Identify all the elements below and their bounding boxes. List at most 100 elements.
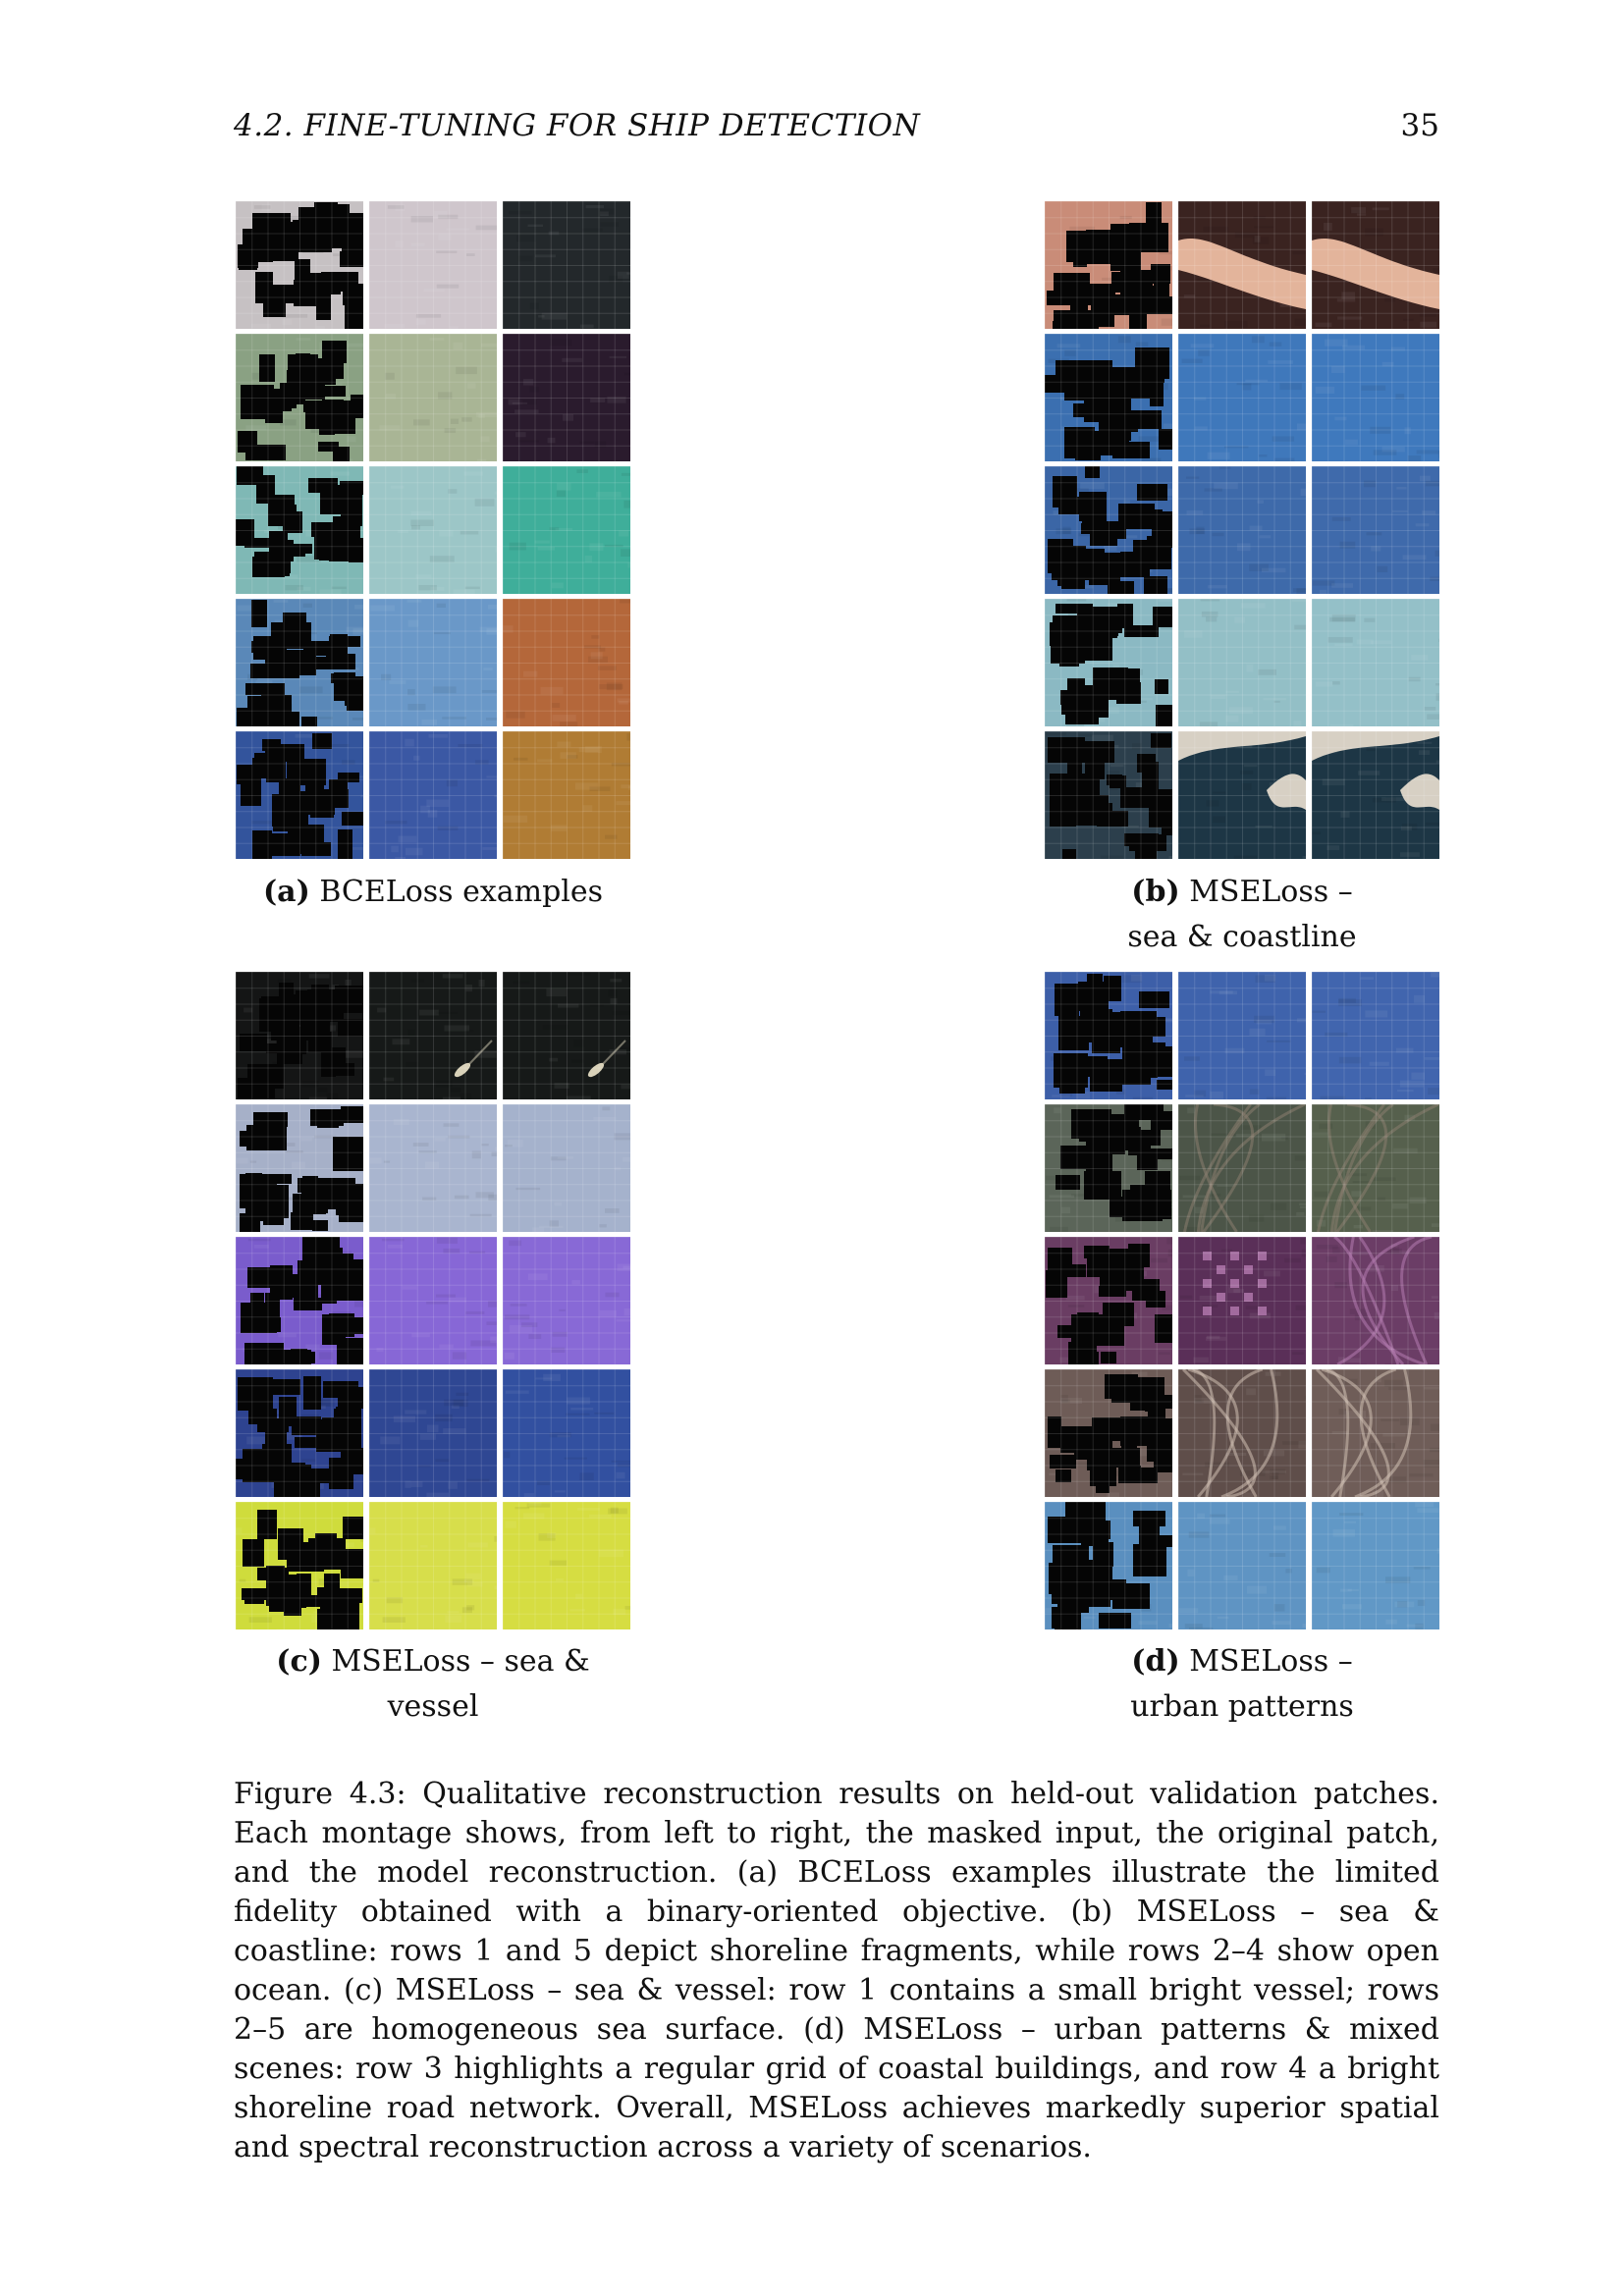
montage-row (1045, 1502, 1439, 1629)
montage-row (1045, 1237, 1439, 1364)
original-patch (1178, 731, 1306, 859)
running-header: 4.2. FINE-TUNING FOR SHIP DETECTION 35 (234, 108, 1439, 151)
montage-row (236, 201, 630, 329)
reconstruction-patch (1312, 731, 1439, 859)
subcaption-b-label: (b) (1131, 875, 1180, 909)
montage-row (236, 1237, 630, 1364)
figure-caption: Figure 4.3: Qualitative reconstruction r… (234, 1777, 1439, 2164)
montage-row (1045, 466, 1439, 594)
masked-input-patch (1045, 972, 1172, 1099)
original-patch (369, 201, 497, 329)
original-patch (369, 731, 497, 859)
subcaption-c-title: MSELoss – sea & vessel (331, 1644, 590, 1724)
masked-input-patch (1045, 731, 1172, 859)
masked-input-patch (236, 1369, 363, 1497)
original-patch (1178, 334, 1306, 461)
reconstruction-patch (1312, 1237, 1439, 1364)
masked-input-patch (1045, 334, 1172, 461)
montage-row (236, 599, 630, 726)
subcaption-d-label: (d) (1131, 1644, 1180, 1679)
masked-input-patch (236, 334, 363, 461)
subcaption-d: (d) MSELoss – urban patterns (1045, 1639, 1439, 1730)
montage-b (1045, 201, 1439, 864)
reconstruction-patch (1312, 466, 1439, 594)
masked-input-patch (1045, 599, 1172, 726)
page-number: 35 (1400, 108, 1439, 143)
subcaption-a: (a) BCELoss examples (236, 870, 630, 915)
montage-row (236, 334, 630, 461)
montage-row (236, 1369, 630, 1497)
masked-input-patch (236, 201, 363, 329)
original-patch (1178, 1502, 1306, 1629)
reconstruction-patch (1312, 334, 1439, 461)
subcaption-d-title: MSELoss – urban patterns (1130, 1644, 1354, 1724)
montage-row (1045, 1369, 1439, 1497)
original-patch (1178, 1237, 1306, 1364)
subcaption-c: (c) MSELoss – sea & vessel (236, 1639, 630, 1730)
masked-input-patch (1045, 201, 1172, 329)
reconstruction-patch (503, 201, 630, 329)
reconstruction-patch (503, 466, 630, 594)
montage-row (1045, 201, 1439, 329)
masked-input-patch (236, 1237, 363, 1364)
montage-row (1045, 334, 1439, 461)
reconstruction-patch (503, 1502, 630, 1629)
masked-input-patch (1045, 466, 1172, 594)
montage-row (1045, 599, 1439, 726)
reconstruction-patch (1312, 1502, 1439, 1629)
reconstruction-patch (503, 731, 630, 859)
montage-c (236, 972, 630, 1634)
masked-input-patch (236, 599, 363, 726)
masked-input-patch (236, 466, 363, 594)
masked-input-patch (1045, 1104, 1172, 1232)
reconstruction-patch (1312, 201, 1439, 329)
section-title: 4.2. FINE-TUNING FOR SHIP DETECTION (234, 108, 921, 143)
montage-d (1045, 972, 1439, 1634)
montage-row (236, 1502, 630, 1629)
original-patch (369, 972, 497, 1099)
original-patch (369, 466, 497, 594)
subcaption-a-label: (a) (262, 875, 310, 909)
original-patch (1178, 972, 1306, 1099)
reconstruction-patch (1312, 972, 1439, 1099)
subcaption-b-title: MSELoss – sea & coastline (1127, 875, 1357, 954)
montage-row (1045, 972, 1439, 1099)
original-patch (369, 1369, 497, 1497)
reconstruction-patch (503, 972, 630, 1099)
original-patch (369, 1237, 497, 1364)
masked-input-patch (1045, 1237, 1172, 1364)
original-patch (369, 1104, 497, 1232)
montage-row (236, 1104, 630, 1232)
montage-row (236, 731, 630, 859)
reconstruction-patch (1312, 1369, 1439, 1497)
masked-input-patch (236, 1104, 363, 1232)
masked-input-patch (1045, 1502, 1172, 1629)
montage-row (236, 972, 630, 1099)
subcaption-a-title: BCELoss examples (319, 875, 604, 909)
masked-input-patch (236, 1502, 363, 1629)
original-patch (1178, 1104, 1306, 1232)
reconstruction-patch (503, 1237, 630, 1364)
reconstruction-patch (503, 1104, 630, 1232)
reconstruction-patch (503, 599, 630, 726)
masked-input-patch (236, 972, 363, 1099)
original-patch (369, 1502, 497, 1629)
subcaption-c-label: (c) (276, 1644, 322, 1679)
reconstruction-patch (503, 334, 630, 461)
original-patch (1178, 201, 1306, 329)
original-patch (1178, 466, 1306, 594)
original-patch (1178, 1369, 1306, 1497)
montage-row (236, 466, 630, 594)
montage-row (1045, 731, 1439, 859)
original-patch (369, 599, 497, 726)
reconstruction-patch (503, 1369, 630, 1497)
original-patch (369, 334, 497, 461)
original-patch (1178, 599, 1306, 726)
subcaption-b: (b) MSELoss – sea & coastline (1045, 870, 1439, 960)
reconstruction-patch (1312, 1104, 1439, 1232)
montage-a (236, 201, 630, 864)
masked-input-patch (1045, 1369, 1172, 1497)
montage-row (1045, 1104, 1439, 1232)
reconstruction-patch (1312, 599, 1439, 726)
masked-input-patch (236, 731, 363, 859)
